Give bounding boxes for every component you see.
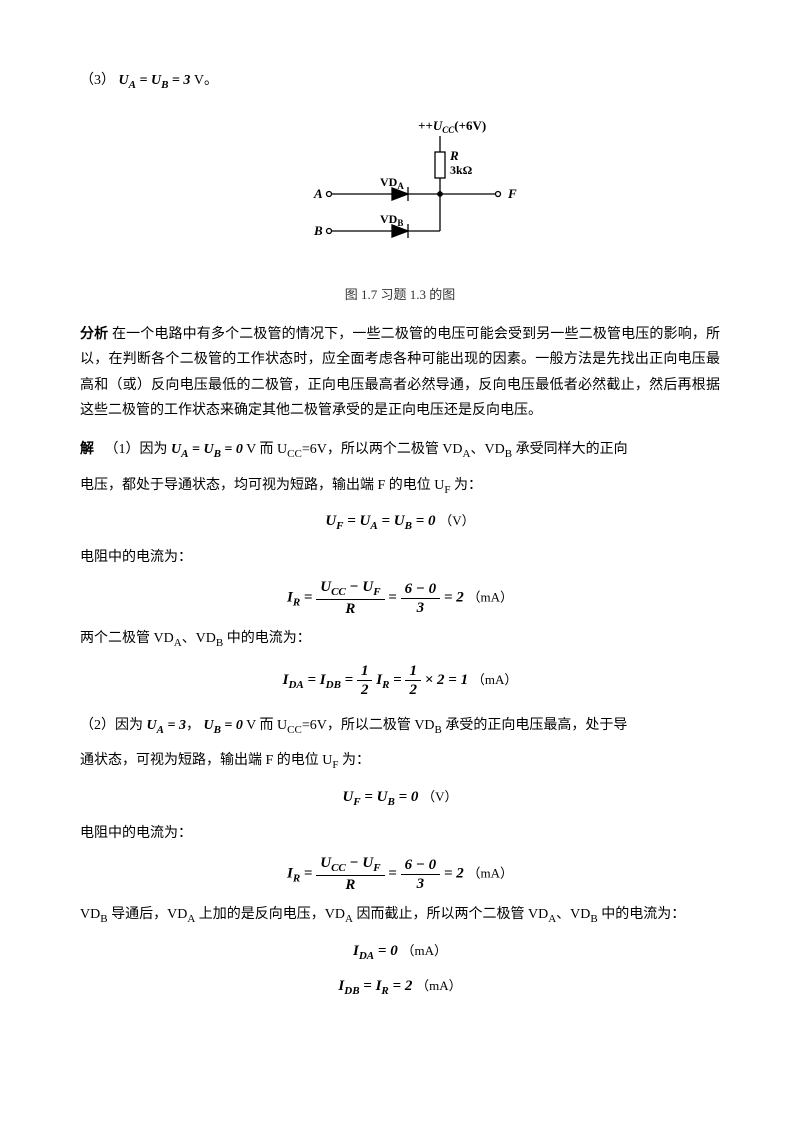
eq-uf-0: UF = UA = UB = 0 （V）: [80, 508, 720, 537]
text-ir2: 电阻中的电流为：: [80, 821, 720, 846]
eq-ida-idb: IDA = IDB = 12 IR = 12 × 2 = 1 （mA）: [80, 662, 720, 699]
prefix: （3）: [80, 73, 115, 88]
analysis-para: 分析 在一个电路中有多个二极管的情况下，一些二极管的电压可能会受到另一些二极管电…: [80, 322, 720, 423]
analysis-text: 在一个电路中有多个二极管的情况下，一些二极管的电压可能会受到另一些二极管电压的影…: [80, 327, 720, 418]
eq-ida-0: IDA = 0 （mA）: [80, 938, 720, 967]
solution-1b: 电压，都处于导通状态，均可视为短路，输出端 F 的电位 UF 为：: [80, 473, 720, 501]
svg-text:++UCC(+6V): ++UCC(+6V): [418, 118, 486, 135]
circuit-diagram: ++UCC(+6V) R 3kΩ A B F VDA VDB: [80, 116, 720, 275]
svg-text:3kΩ: 3kΩ: [450, 163, 473, 177]
solution-1: 解 （1）因为 UA = UB = 0 V 而 UCC=6V，所以两个二极管 V…: [80, 437, 720, 465]
eq-idb-ir: IDB = IR = 2 （mA）: [80, 973, 720, 1002]
svg-text:VDB: VDB: [380, 212, 403, 228]
suffix: V。: [194, 73, 218, 88]
svg-text:F: F: [507, 186, 517, 201]
svg-text:R: R: [449, 148, 459, 163]
eq-ir2: IR = UCC − UFR = 6 − 03 = 2 （mA）: [80, 854, 720, 894]
svg-text:A: A: [313, 186, 323, 201]
text-vdb-conduct: VDB 导通后，VDA 上加的是反向电压，VDA 因而截止，所以两个二极管 VD…: [80, 902, 720, 930]
svg-text:VDA: VDA: [380, 175, 404, 191]
eq-uf-ub: UF = UB = 0 （V）: [80, 784, 720, 813]
eq-ir: IR = UCC − UFR = 6 − 03 = 2 （mA）: [80, 578, 720, 618]
figure-caption: 图 1.7 习题 1.3 的图: [80, 283, 720, 306]
sol-label: 解: [80, 442, 94, 457]
solution-2: （2）因为 UA = 3， UB = 0 V 而 UCC=6V，所以二极管 VD…: [80, 713, 720, 741]
text-two-diodes: 两个二极管 VDA、VDB 中的电流为：: [80, 626, 720, 654]
svg-text:B: B: [313, 223, 323, 238]
text-ir: 电阻中的电流为：: [80, 545, 720, 570]
line-3: （3） UA = UB = 3 V。: [80, 68, 720, 96]
ua-ub-eq: UA = UB = 3: [119, 73, 194, 88]
solution-2b: 通状态，可视为短路，输出端 F 的电位 UF 为：: [80, 748, 720, 776]
analysis-label: 分析: [80, 327, 108, 342]
